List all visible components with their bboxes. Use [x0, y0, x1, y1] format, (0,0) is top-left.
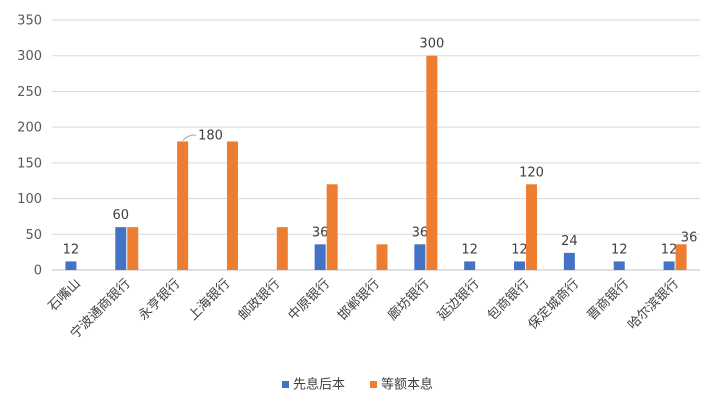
x-tick-label: 石嘴山 [46, 276, 84, 314]
bar [675, 244, 687, 270]
data-label: 24 [561, 234, 578, 249]
data-label: 180 [198, 128, 223, 143]
data-label: 12 [461, 242, 478, 257]
data-label: 60 [112, 208, 129, 223]
x-tick-label: 邯郸银行 [335, 276, 382, 323]
bar [376, 244, 388, 270]
y-tick-label: 0 [34, 264, 42, 279]
y-tick-label: 200 [17, 121, 42, 136]
legend-label: 先息后本 [293, 377, 345, 393]
y-tick-label: 250 [17, 85, 42, 100]
x-tick-label: 延边银行 [435, 276, 482, 323]
bar [314, 244, 326, 270]
data-label: 300 [419, 37, 444, 52]
bar [613, 261, 625, 270]
bar [414, 244, 426, 270]
data-label: 12 [511, 242, 528, 257]
bar [663, 261, 675, 270]
bar [65, 261, 77, 270]
y-tick-label: 150 [17, 156, 42, 171]
bar [526, 184, 538, 270]
bar [115, 227, 127, 270]
x-tick-label: 哈尔滨银行 [625, 276, 682, 333]
x-tick-label: 晋商银行 [585, 276, 632, 323]
legend-label: 等额本息 [381, 377, 433, 393]
bar [177, 141, 189, 270]
y-tick-label: 50 [25, 228, 42, 243]
data-label: 12 [63, 242, 80, 257]
x-tick-label: 包商银行 [485, 276, 532, 323]
bar [464, 261, 476, 270]
leader-line [182, 134, 197, 141]
x-tick-label: 邮政银行 [236, 276, 283, 323]
y-tick-label: 350 [17, 14, 42, 29]
data-label: 120 [519, 165, 544, 180]
bar [226, 141, 238, 270]
data-label: 36 [412, 225, 429, 240]
bar [326, 184, 338, 270]
x-tick-label: 廊坊银行 [385, 276, 433, 324]
x-tick-label: 保定城商行 [526, 276, 583, 333]
x-tick-label: 中原银行 [286, 276, 333, 323]
bar [127, 227, 139, 270]
y-tick-label: 100 [17, 192, 42, 207]
x-tick-label: 永亨银行 [135, 276, 183, 324]
data-label: 12 [661, 242, 678, 257]
legend-swatch [282, 381, 289, 388]
bar [276, 227, 288, 270]
y-tick-label: 300 [17, 49, 42, 64]
x-tick-label: 上海银行 [186, 276, 233, 323]
data-label: 36 [681, 230, 698, 245]
legend-swatch [370, 381, 377, 388]
bar [514, 261, 526, 270]
data-label: 12 [611, 242, 628, 257]
bar [426, 55, 438, 270]
data-label: 36 [312, 225, 329, 240]
bar [563, 252, 575, 270]
